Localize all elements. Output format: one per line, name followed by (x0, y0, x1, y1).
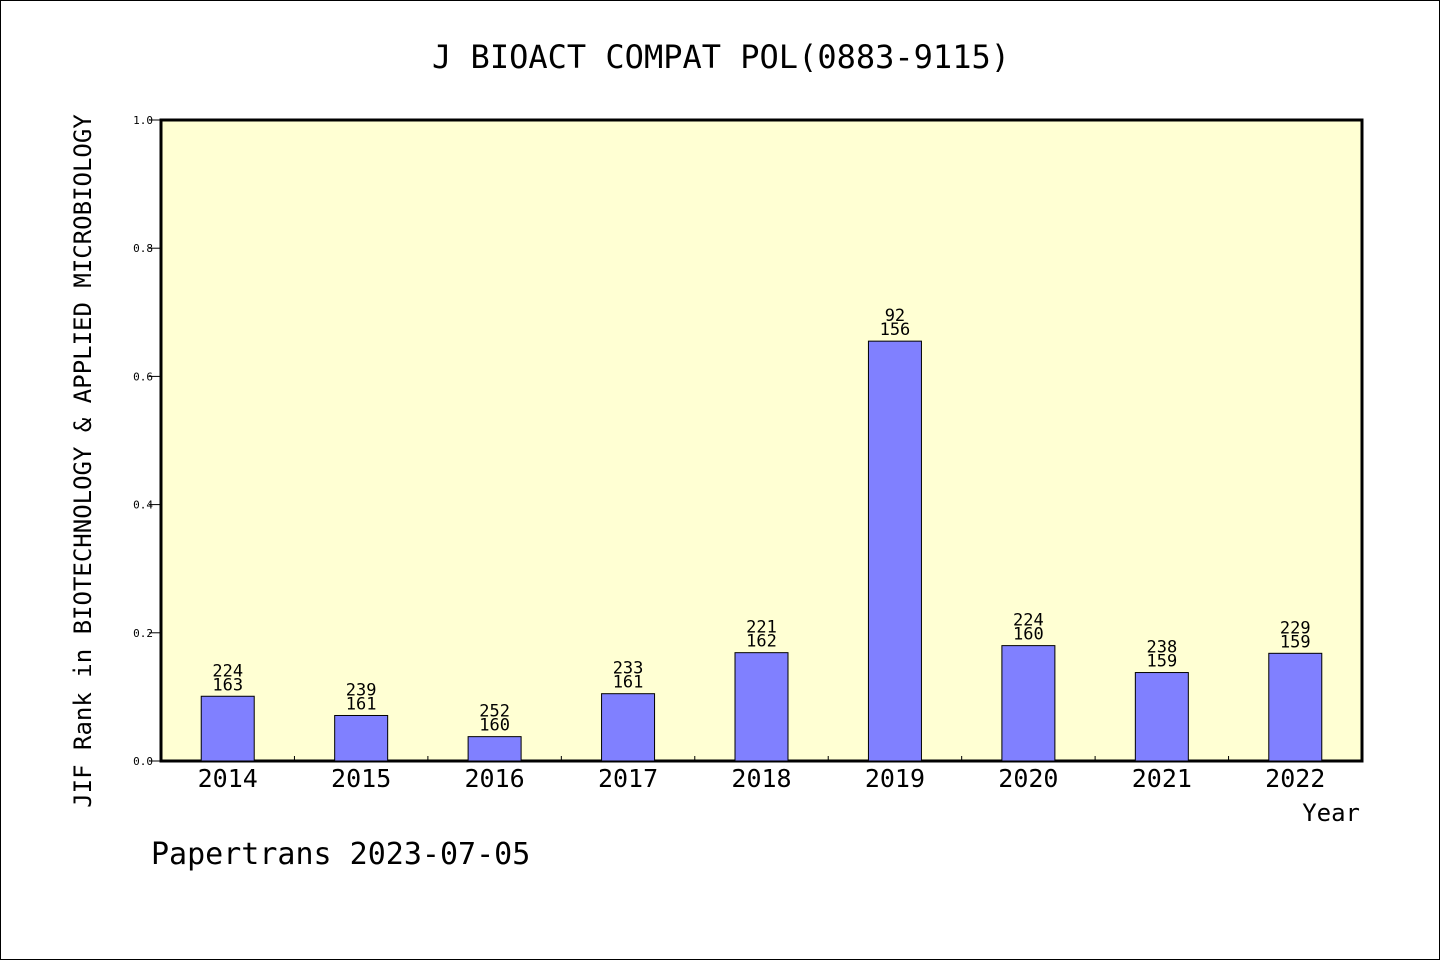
x-tick-label: 2017 (598, 764, 658, 793)
bar (467, 736, 522, 762)
x-tick-label: 2021 (1132, 764, 1192, 793)
y-axis-label: JIF Rank in BIOTECHNOLOGY & APPLIED MICR… (69, 114, 97, 808)
bar (334, 714, 389, 762)
y-tick-label: 0.0 (133, 755, 153, 768)
bar (200, 695, 255, 762)
bar-total-label: 156 (880, 320, 911, 340)
bar-rank-label: 229 (1280, 618, 1311, 638)
y-tick-label: 0.8 (133, 242, 153, 255)
x-axis: 2014 2015 2016 2017 2018 2019 2020 2021 2022 (198, 756, 1325, 793)
bar (1134, 672, 1189, 762)
bar-rank-label: 239 (346, 680, 377, 700)
x-tick-label: 2018 (731, 764, 791, 793)
y-tick-label: 0.2 (133, 627, 153, 640)
bar-rank-label: 224 (212, 661, 243, 681)
x-tick-label: 2015 (331, 764, 391, 793)
y-axis: 0.0 0.2 0.4 0.6 0.8 1.0 (133, 114, 161, 768)
bar-total-label: 159 (1280, 632, 1311, 652)
bar-total-label: 160 (479, 716, 510, 736)
bar-rank-label: 92 (885, 306, 905, 326)
bar-total-label: 161 (346, 694, 377, 714)
y-tick-label: 0.6 (133, 370, 153, 383)
bar (601, 693, 656, 762)
bar (1001, 645, 1056, 762)
bar-rank-label: 238 (1146, 638, 1177, 658)
x-tick-label: 2019 (865, 764, 925, 793)
y-tick-label: 1.0 (133, 114, 153, 127)
bar-total-label: 159 (1146, 652, 1177, 672)
x-tick-label: 2016 (465, 764, 525, 793)
bar-total-label: 162 (746, 632, 777, 652)
bar-total-label: 161 (613, 673, 644, 693)
chart-title: J BIOACT COMPAT POL(0883-9115) (432, 38, 1010, 76)
bar (1268, 652, 1323, 762)
x-tick-label: 2022 (1265, 764, 1325, 793)
bar (867, 340, 922, 762)
x-axis-label: Year (1302, 799, 1360, 827)
y-tick-label: 0.4 (133, 499, 153, 512)
bar-total-label: 160 (1013, 625, 1044, 645)
x-tick-label: 2020 (998, 764, 1058, 793)
bar-rank-label: 233 (613, 659, 644, 679)
footer-credit: Papertrans 2023-07-05 (151, 837, 530, 872)
bar-rank-label: 221 (746, 618, 777, 638)
x-tick-label: 2014 (198, 764, 258, 793)
bar-rank-label: 252 (479, 702, 510, 722)
bar-total-label: 163 (212, 675, 243, 695)
bar (734, 652, 789, 762)
bar-rank-label: 224 (1013, 611, 1044, 631)
